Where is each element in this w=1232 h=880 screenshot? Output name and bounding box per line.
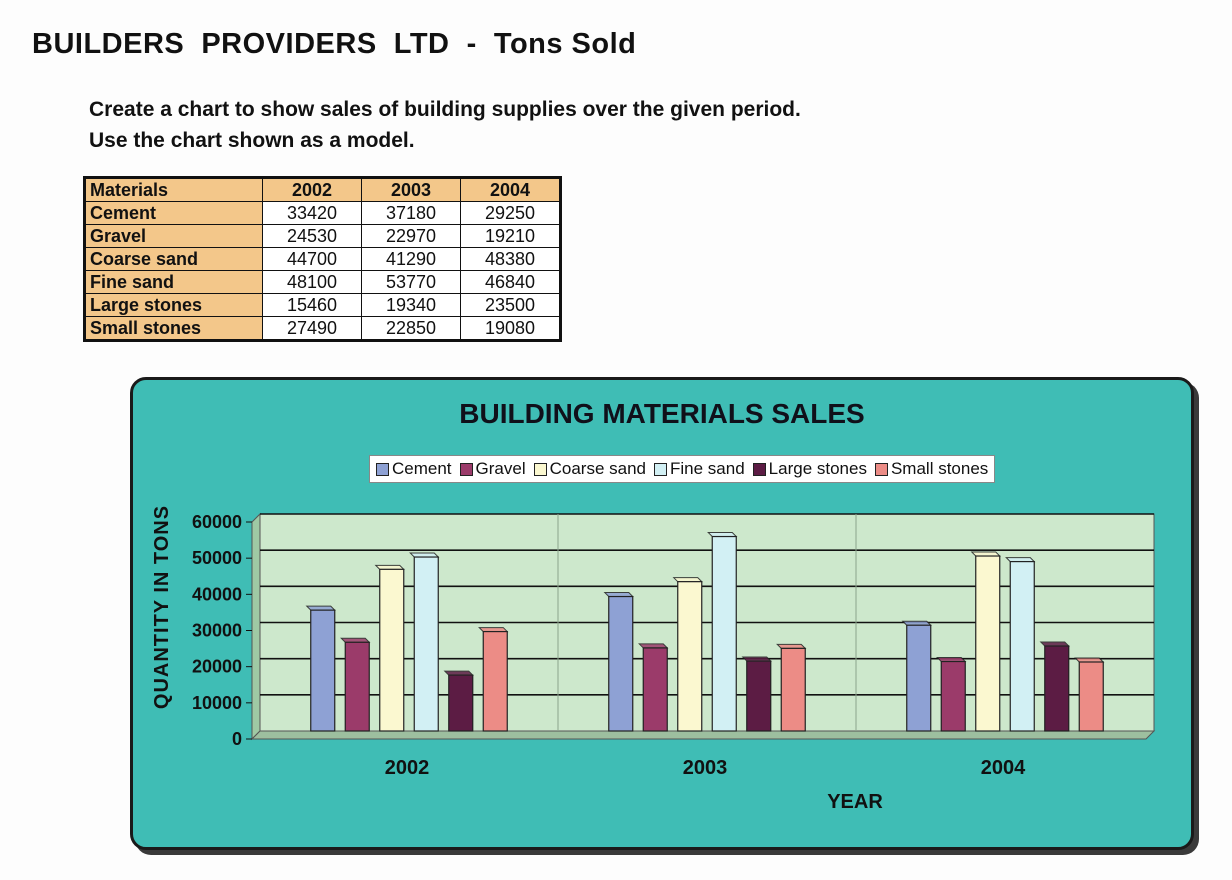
bar-cement [608, 595, 634, 732]
chart-panel: 0 10000 20000 30000 40000 50000 60000 2002 2003 2… [130, 377, 1194, 850]
x-axis-label: YEAR [827, 791, 883, 813]
bar-gravel [344, 641, 370, 732]
bar-cement [310, 609, 336, 732]
y-tick-label: 40000 [192, 584, 242, 604]
material-cell: Coarse sand [84, 247, 263, 271]
instruction-line-2: Use the chart shown as a model. [89, 129, 415, 152]
value-cell: 41290 [361, 247, 461, 271]
bar-gravel [940, 660, 966, 732]
legend-label: Large stones [768, 459, 867, 478]
legend-item: Large stones [752, 459, 867, 479]
legend-label: Small stones [890, 459, 989, 478]
legend-label: Gravel [475, 459, 526, 478]
legend-label: Coarse sand [549, 459, 646, 478]
value-cell: 19210 [460, 224, 561, 248]
value-cell: 22970 [361, 224, 461, 248]
y-axis-label: QUANTITY IN TONS [151, 505, 173, 709]
header-2003: 2003 [361, 177, 461, 202]
chart-legend: Cement Gravel Coarse sand Fine sand Large st… [369, 455, 996, 483]
legend-swatch [459, 462, 473, 476]
table-row: Fine sand 48100 53770 46840 [84, 270, 561, 294]
value-cell: 48100 [262, 270, 362, 294]
legend-item: Small stones [874, 459, 989, 479]
bar-coarse-sand [677, 581, 703, 732]
value-cell: 23500 [460, 293, 561, 317]
y-tick-label: 30000 [192, 621, 242, 641]
value-cell: 33420 [262, 201, 362, 225]
bar-coarse-sand [975, 555, 1001, 732]
y-tick-label: 20000 [192, 657, 242, 677]
bar-large-stones [448, 674, 474, 732]
material-cell: Cement [84, 201, 263, 225]
value-cell: 37180 [361, 201, 461, 225]
table-row: Large stones 15460 19340 23500 [84, 293, 561, 317]
legend-item: Cement [376, 459, 452, 479]
y-tick-label: 60000 [192, 512, 242, 532]
header-2004: 2004 [460, 177, 561, 202]
value-cell: 53770 [361, 270, 461, 294]
bar-small-stones [1078, 661, 1104, 732]
bar-fine-sand [413, 556, 439, 732]
bar-large-stones [746, 660, 772, 732]
table-row: Cement 33420 37180 29250 [84, 201, 561, 225]
instructions: Create a chart to show sales of building… [89, 94, 801, 156]
bar-fine-sand [711, 535, 737, 732]
header-2002: 2002 [262, 177, 362, 202]
instruction-line-1: Create a chart to show sales of building… [89, 98, 801, 121]
material-cell: Large stones [84, 293, 263, 317]
header-materials: Materials [84, 177, 263, 202]
y-tick-label: 10000 [192, 693, 242, 713]
legend-label: Fine sand [670, 459, 745, 478]
bar-small-stones [780, 647, 806, 732]
bar-cement [906, 624, 932, 732]
page-title: BUILDERS PROVIDERS LTD - Tons Sold [32, 28, 637, 60]
value-cell: 27490 [262, 316, 362, 341]
chart-title: BUILDING MATERIALS SALES [459, 398, 865, 429]
materials-table: Materials 2002 2003 2004 Cement 33420 37… [83, 176, 562, 342]
legend-item: Coarse sand [533, 459, 646, 479]
value-cell: 22850 [361, 316, 461, 341]
legend-swatch [654, 462, 667, 476]
chart-svg: 0 10000 20000 30000 40000 50000 60000 2002 2003 2… [151, 505, 1156, 813]
value-cell: 15460 [262, 293, 362, 317]
table-row: Small stones 27490 22850 19080 [84, 316, 561, 341]
bar-gravel [642, 647, 668, 732]
material-cell: Gravel [84, 224, 263, 248]
legend-swatch [376, 462, 389, 476]
plot-floor [250, 730, 1156, 740]
table-row: Coarse sand 44700 41290 48380 [84, 247, 561, 271]
y-tick-label: 50000 [192, 548, 242, 568]
legend-swatch [752, 462, 766, 476]
value-cell: 46840 [460, 270, 561, 294]
bar-large-stones [1044, 645, 1070, 732]
bar-coarse-sand [379, 568, 405, 732]
legend-label: Cement [392, 459, 452, 478]
material-cell: Small stones [84, 316, 263, 341]
bar-small-stones [482, 630, 508, 732]
legend-item: Fine sand [654, 459, 745, 479]
value-cell: 19340 [361, 293, 461, 317]
x-tick-label: 2002 [385, 757, 430, 779]
x-tick-label: 2004 [981, 757, 1026, 779]
table-header-row: Materials 2002 2003 2004 [84, 177, 561, 202]
material-cell: Fine sand [84, 270, 263, 294]
value-cell: 24530 [262, 224, 362, 248]
y-tick-label: 0 [232, 729, 242, 749]
value-cell: 29250 [460, 201, 561, 225]
legend-swatch [874, 462, 888, 476]
legend-swatch [533, 462, 547, 476]
legend-item: Gravel [459, 459, 526, 479]
bar-fine-sand [1009, 560, 1035, 732]
x-tick-label: 2003 [683, 757, 728, 779]
value-cell: 19080 [460, 316, 561, 341]
value-cell: 48380 [460, 247, 561, 271]
plot-side-wall [251, 512, 261, 741]
value-cell: 44700 [262, 247, 362, 271]
table-row: Gravel 24530 22970 19210 [84, 224, 561, 248]
